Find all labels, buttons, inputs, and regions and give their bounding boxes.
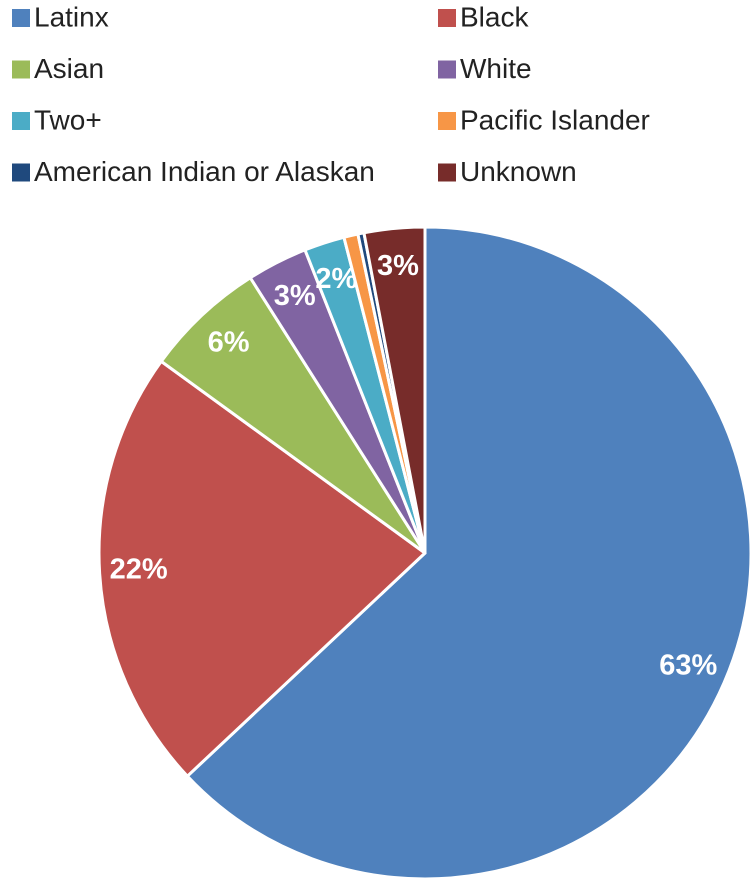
legend-marker [12,163,30,182]
legend-label: Two+ [34,104,102,135]
data-label: 63% [659,650,717,682]
legend-marker [12,9,30,27]
legend-marker [438,163,456,182]
pie-slice [185,225,750,881]
pie-slice [97,359,427,778]
pie-slice [159,276,427,555]
legend-marker [438,60,456,79]
data-label: 3% [377,250,419,282]
legend-label: American Indian or Alaskan [34,156,375,187]
legend-marker [12,60,30,79]
legend-label: Pacific Islander [460,104,650,135]
data-label: 3% [274,280,316,312]
data-label: 6% [208,327,250,359]
legend-label: White [460,53,532,84]
legend-label: Asian [34,53,104,84]
legend-marker [438,9,456,27]
legend-marker [12,112,30,130]
legend-marker [438,112,456,130]
legend-label: Unknown [460,156,577,187]
legend-label: Latinx [34,1,109,32]
legend-label: Black [460,1,529,32]
pie-slice [362,225,427,555]
data-label: 22% [110,554,168,586]
